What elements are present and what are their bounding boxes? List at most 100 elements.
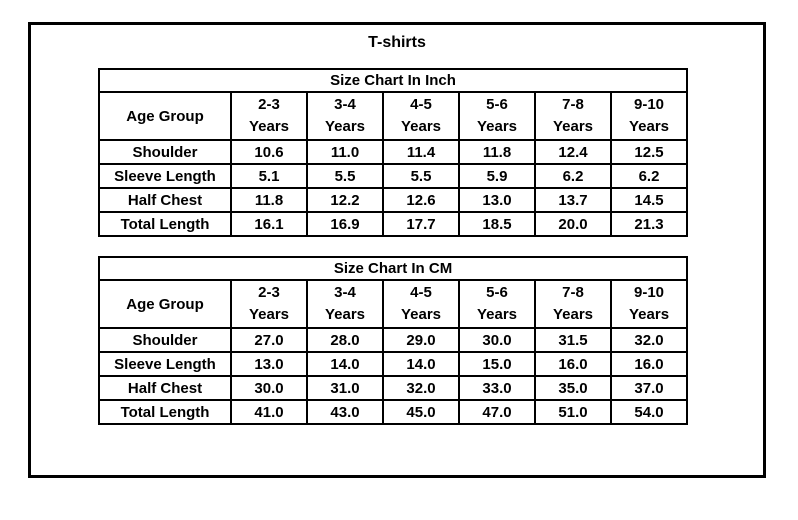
cell-value: 47.0 xyxy=(458,399,536,425)
row-label: Total Length xyxy=(98,399,232,425)
age-range: 2-3 xyxy=(258,284,280,301)
age-range: 4-5 xyxy=(410,284,432,301)
cell-value: 20.0 xyxy=(534,211,612,237)
age-unit: Years xyxy=(324,306,366,323)
cell-value: 5.5 xyxy=(382,163,460,189)
column-header: 4-5 Years xyxy=(382,91,460,141)
age-unit: Years xyxy=(552,118,594,135)
cell-value: 11.4 xyxy=(382,139,460,165)
outer-frame: T-shirts Size Chart In Inch Age Group 2-… xyxy=(28,22,766,478)
corner-header: Age Group xyxy=(98,279,232,329)
cell-value: 30.0 xyxy=(458,327,536,353)
cell-value: 31.0 xyxy=(306,375,384,401)
cell-value: 30.0 xyxy=(230,375,308,401)
cell-value: 5.1 xyxy=(230,163,308,189)
cell-value: 10.6 xyxy=(230,139,308,165)
table-row: Sleeve Length 5.1 5.5 5.5 5.9 6.2 6.2 xyxy=(98,163,688,189)
age-unit: Years xyxy=(248,306,290,323)
table-row: Half Chest 30.0 31.0 32.0 33.0 35.0 37.0 xyxy=(98,375,689,401)
table-title-row: Size Chart In Inch xyxy=(98,68,688,93)
size-chart-inch-table: Size Chart In Inch Age Group 2-3 Years 3-… xyxy=(98,68,688,237)
cell-value: 16.9 xyxy=(306,211,384,237)
cell-value: 21.3 xyxy=(610,211,688,237)
cell-value: 43.0 xyxy=(306,399,384,425)
cell-value: 11.8 xyxy=(458,139,536,165)
age-unit: Years xyxy=(400,118,442,135)
cell-value: 33.0 xyxy=(458,375,536,401)
cell-value: 11.8 xyxy=(230,187,308,213)
cell-value: 18.5 xyxy=(458,211,536,237)
age-range: 5-6 xyxy=(486,284,508,301)
cell-value: 6.2 xyxy=(610,163,688,189)
age-unit: Years xyxy=(476,118,518,135)
table-row: Total Length 41.0 43.0 45.0 47.0 51.0 54… xyxy=(98,399,689,425)
cell-value: 41.0 xyxy=(230,399,308,425)
page-title: T-shirts xyxy=(368,34,426,51)
cell-value: 14.0 xyxy=(382,351,460,377)
table-title: Size Chart In Inch xyxy=(98,68,688,93)
table-row: Shoulder 27.0 28.0 29.0 30.0 31.5 32.0 xyxy=(98,327,689,353)
age-range: 7-8 xyxy=(562,96,584,113)
cell-value: 51.0 xyxy=(534,399,612,425)
row-label: Half Chest xyxy=(98,375,232,401)
cell-value: 45.0 xyxy=(382,399,460,425)
age-unit: Years xyxy=(628,118,670,135)
age-unit: Years xyxy=(400,306,442,323)
cell-value: 15.0 xyxy=(458,351,536,377)
cell-value: 5.5 xyxy=(306,163,384,189)
column-header: 4-5 Years xyxy=(382,279,460,329)
age-range: 3-4 xyxy=(334,96,356,113)
column-header: 7-8 Years xyxy=(534,91,612,141)
cell-value: 32.0 xyxy=(609,327,689,353)
column-header: 3-4 Years xyxy=(306,91,384,141)
cell-value: 6.2 xyxy=(534,163,612,189)
cell-value: 12.6 xyxy=(382,187,460,213)
age-unit: Years xyxy=(476,306,518,323)
cell-value: 54.0 xyxy=(609,399,689,425)
row-label: Total Length xyxy=(98,211,232,237)
column-header: 2-3 Years xyxy=(230,91,308,141)
age-unit: Years xyxy=(248,118,290,135)
cell-value: 12.4 xyxy=(534,139,612,165)
table-title-row: Size Chart In CM xyxy=(97,256,689,281)
age-unit: Years xyxy=(552,306,594,323)
size-chart-cm-table: Size Chart In CM Age Group 2-3 Years 3-4 Y… xyxy=(97,256,689,425)
column-header: 3-4 Years xyxy=(306,279,384,329)
age-range: 5-6 xyxy=(486,96,508,113)
age-range: 7-8 xyxy=(562,284,584,301)
cell-value: 17.7 xyxy=(382,211,460,237)
age-range: 3-4 xyxy=(334,284,356,301)
row-label: Half Chest xyxy=(98,187,232,213)
cell-value: 27.0 xyxy=(230,327,308,353)
cell-value: 37.0 xyxy=(609,375,689,401)
table-row: Shoulder 10.6 11.0 11.4 11.8 12.4 12.5 xyxy=(98,139,688,165)
table-header-row: Age Group 2-3 Years 3-4 Years 4-5 Years 5-6… xyxy=(98,91,688,141)
column-header: 7-8 Years xyxy=(534,279,612,329)
column-header: 5-6 Years xyxy=(458,279,536,329)
cell-value: 16.0 xyxy=(609,351,689,377)
cell-value: 31.5 xyxy=(534,327,612,353)
column-header: 9-10 Years xyxy=(609,279,689,329)
cell-value: 14.0 xyxy=(306,351,384,377)
table-row: Sleeve Length 13.0 14.0 14.0 15.0 16.0 1… xyxy=(98,351,689,377)
cell-value: 12.2 xyxy=(306,187,384,213)
cell-value: 28.0 xyxy=(306,327,384,353)
cell-value: 32.0 xyxy=(382,375,460,401)
row-label: Shoulder xyxy=(98,139,232,165)
row-label: Shoulder xyxy=(98,327,232,353)
age-range: 2-3 xyxy=(258,96,280,113)
cell-value: 13.0 xyxy=(458,187,536,213)
age-range: 9-10 xyxy=(633,96,665,113)
cell-value: 5.9 xyxy=(458,163,536,189)
corner-header: Age Group xyxy=(98,91,232,141)
cell-value: 29.0 xyxy=(382,327,460,353)
age-range: 9-10 xyxy=(634,284,665,301)
cell-value: 11.0 xyxy=(306,139,384,165)
column-header: 9-10 Years xyxy=(610,91,688,141)
cell-value: 12.5 xyxy=(610,139,688,165)
table-row: Total Length 16.1 16.9 17.7 18.5 20.0 21… xyxy=(98,211,688,237)
cell-value: 13.7 xyxy=(534,187,612,213)
row-label: Sleeve Length xyxy=(98,163,232,189)
table-row: Half Chest 11.8 12.2 12.6 13.0 13.7 14.5 xyxy=(98,187,688,213)
cell-value: 35.0 xyxy=(534,375,612,401)
